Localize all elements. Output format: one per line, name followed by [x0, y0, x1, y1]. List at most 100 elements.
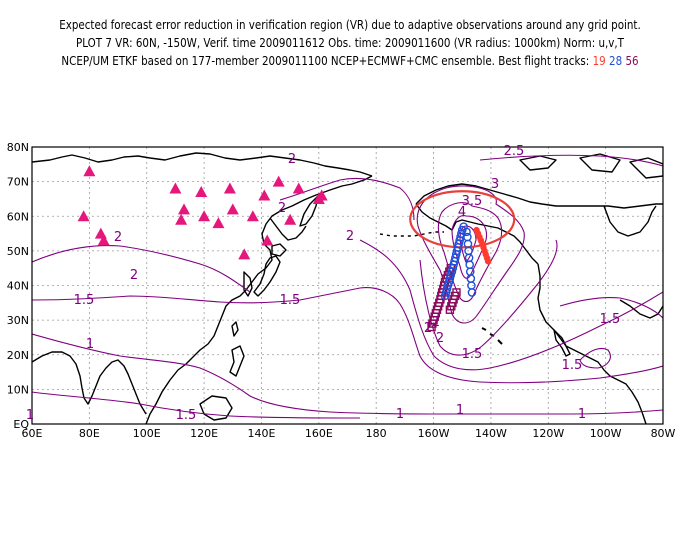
- contour-line: [479, 154, 663, 167]
- track-b-marker: [467, 288, 477, 297]
- lon-tick-label: 120E: [190, 427, 218, 440]
- contour-value-label: 1: [86, 337, 94, 352]
- lat-tick-label: 30N: [7, 314, 29, 327]
- lon-tick-label: 60E: [22, 427, 43, 440]
- observation-triangle: [272, 175, 285, 187]
- coastlines: [32, 152, 663, 424]
- contour-value-label: 2: [424, 321, 432, 336]
- contour-value-label: 2: [432, 315, 440, 330]
- coast-gulf-of-mexico: [619, 299, 663, 319]
- contour-value-label: 2: [346, 229, 354, 244]
- graticule: [32, 147, 663, 424]
- observation-triangle: [94, 227, 107, 239]
- axis-labels: 60E 80E 100E 120E 140E 160E 180 160W 140W 120W 100…: [7, 141, 676, 440]
- lon-tick-label: 160E: [305, 427, 333, 440]
- contour-line: [32, 245, 251, 293]
- lon-tick-label: 80E: [79, 427, 100, 440]
- track-a-marker: [484, 258, 492, 265]
- observation-triangle: [292, 182, 305, 194]
- title-line-3: NCEP/UM ETKF based on 177-member 2009011…: [49, 52, 651, 70]
- coast-aleutians: [379, 231, 444, 237]
- observation-triangle: [223, 182, 236, 194]
- observation-triangle: [83, 165, 96, 177]
- observation-triangle: [312, 192, 325, 204]
- contour-value-label: 1.5: [600, 312, 621, 327]
- contour-value-label: 2: [114, 230, 122, 245]
- observation-triangle: [246, 210, 259, 222]
- coast-sea-of-okhotsk: [269, 217, 307, 241]
- lat-tick-label: 60N: [7, 210, 29, 223]
- contour-value-label: 1: [456, 403, 464, 418]
- lon-tick-label: 100W: [590, 427, 622, 440]
- contour-line: [359, 239, 663, 371]
- coast-korea: [243, 271, 253, 297]
- contour-value-label: 4: [458, 205, 466, 220]
- track-b-marker: [466, 274, 476, 283]
- figure-title: Expected forecast error reduction in ver…: [0, 16, 700, 70]
- contour-line: [559, 296, 663, 319]
- contour-value-label: 1.5: [562, 358, 583, 373]
- contour-value-label: 3.5: [462, 194, 483, 209]
- map-frame: [31, 146, 664, 425]
- coast-hokkaido: [271, 243, 287, 257]
- track-b-marker: [440, 291, 450, 301]
- observation-triangle: [77, 210, 90, 222]
- observation-triangle: [258, 189, 271, 201]
- observation-triangle: [238, 248, 251, 260]
- lon-tick-label: 100E: [133, 427, 161, 440]
- observation-triangle: [178, 203, 191, 215]
- lat-tick-label: 70N: [7, 176, 29, 189]
- contour-line: [32, 391, 361, 419]
- contour-line: [419, 239, 558, 356]
- track-b-marker: [463, 232, 472, 242]
- title-line-1: Expected forecast error reduction in ver…: [59, 18, 641, 32]
- contour-value-label: 1: [26, 408, 34, 423]
- contour-value-label: 1: [578, 407, 586, 422]
- coast-borneo: [199, 395, 233, 421]
- observation-triangle: [212, 217, 225, 229]
- track-c-label: 56: [625, 54, 639, 68]
- track-c-marker: [427, 322, 436, 332]
- observation-triangle: [175, 213, 188, 225]
- coast-north-america-west: [537, 263, 647, 424]
- observation-triangle: [195, 186, 208, 198]
- contour-value-label: 1.5: [462, 347, 483, 362]
- coast-eurasia-east: [145, 175, 373, 424]
- contour-value-label: 3: [491, 177, 499, 192]
- coast-baja: [553, 329, 571, 357]
- title-line-3-text: NCEP/UM ETKF based on 177-member 2009011…: [61, 54, 590, 68]
- coast-alaska: [415, 183, 663, 209]
- track-c-marker: [445, 305, 455, 314]
- coast-hudson-bay: [603, 205, 657, 237]
- track-b-label: 28: [609, 54, 623, 68]
- lon-tick-label: 180: [366, 427, 387, 440]
- contour-line: [579, 347, 611, 369]
- contour-value-label: 2: [278, 201, 286, 216]
- contour-value-label: 2: [436, 331, 444, 346]
- observation-triangle: [198, 210, 211, 222]
- track-a-label: 19: [592, 54, 606, 68]
- lon-tick-label: 80W: [651, 427, 676, 440]
- observation-triangle: [226, 203, 239, 215]
- track-b-marker: [465, 267, 475, 276]
- lon-tick-label: 140E: [247, 427, 275, 440]
- track-b-marker: [462, 227, 471, 237]
- contour-value-label: 2: [130, 268, 138, 283]
- contour-value-label: 1: [396, 407, 404, 422]
- coast-kamchatka: [299, 195, 319, 227]
- lon-tick-label: 120W: [532, 427, 564, 440]
- lon-tick-label: 160W: [418, 427, 450, 440]
- lat-tick-label: 80N: [7, 141, 29, 154]
- observation-triangle: [169, 182, 182, 194]
- observation-triangle: [284, 213, 297, 225]
- lat-tick-label: 50N: [7, 245, 29, 258]
- coast-japan: [253, 255, 281, 297]
- lat-tick-label: 10N: [7, 383, 29, 396]
- title-line-2: PLOT 7 VR: 60N, -150W, Verif. time 20090…: [76, 36, 624, 50]
- coast-arctic-islands: [519, 153, 663, 179]
- contour-lines: [32, 154, 663, 419]
- lon-tick-label: 140W: [475, 427, 507, 440]
- coast-alaska-south: [415, 203, 539, 265]
